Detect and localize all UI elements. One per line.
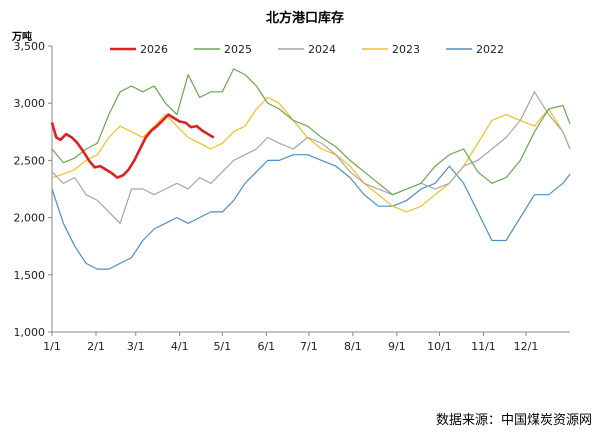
legend-label-2023: 2023	[392, 43, 420, 56]
x-tick-label: 3/1	[127, 340, 145, 353]
y-tick-label: 2,500	[14, 154, 46, 167]
x-tick-label: 6/1	[257, 340, 275, 353]
x-tick-label: 8/1	[344, 340, 362, 353]
x-tick-label: 11/1	[471, 340, 496, 353]
series-line-2022	[51, 154, 571, 270]
x-tick-label: 9/1	[388, 340, 406, 353]
chart-title: 北方港口库存	[266, 10, 344, 26]
x-tick-label: 12/1	[514, 340, 539, 353]
series-line-2023	[51, 96, 571, 213]
y-tick-label: 1,500	[14, 269, 46, 282]
source-note: 数据来源：中国煤炭资源网	[435, 413, 592, 428]
x-tick-label: 4/1	[171, 340, 189, 353]
y-tick-label: 3,500	[14, 40, 46, 53]
series-line-2026	[50, 113, 215, 179]
y-tick-label: 1,000	[14, 326, 46, 339]
legend: 2026 2025 2024 2023 2022	[110, 43, 504, 56]
x-tick-label: 1/1	[43, 340, 61, 353]
x-tick-label: 7/1	[300, 340, 318, 353]
y-tick-label: 3,000	[14, 97, 46, 110]
series-line-2024	[51, 91, 571, 224]
series-line-2025	[51, 68, 571, 196]
legend-label-2025: 2025	[224, 43, 252, 56]
series-layer	[50, 68, 571, 270]
x-tick-label: 10/1	[427, 340, 452, 353]
legend-label-2022: 2022	[476, 43, 504, 56]
y-axis-unit-label: 万吨	[11, 30, 32, 43]
axes: 1,000 1,500 2,000 2,500 3,000 3,500 1/1 2/1 3/1 4…	[14, 40, 570, 353]
y-tick-label: 2,000	[14, 212, 46, 225]
x-tick-label: 5/1	[213, 340, 231, 353]
x-tick-label: 2/1	[87, 340, 105, 353]
legend-label-2024: 2024	[308, 43, 336, 56]
legend-label-2026: 2026	[140, 43, 168, 56]
